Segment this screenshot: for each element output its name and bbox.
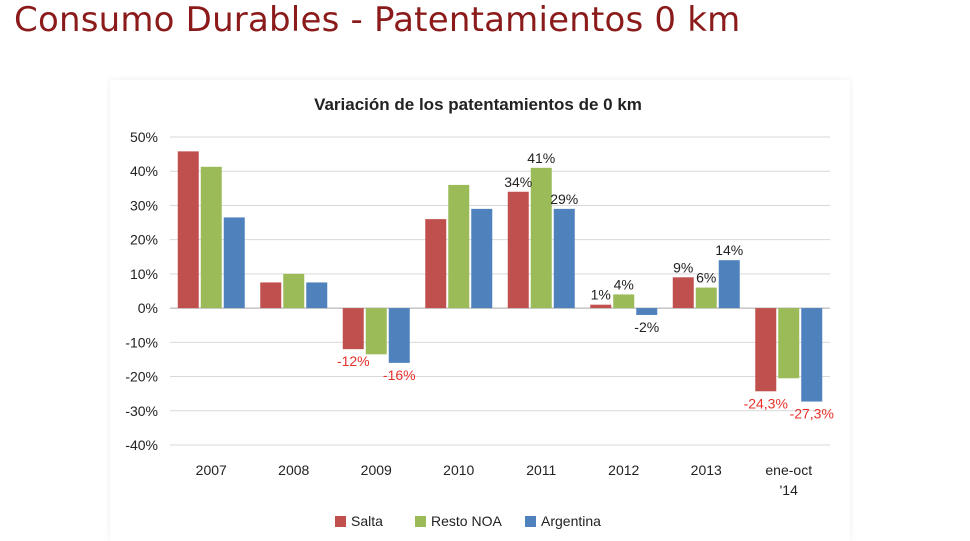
bar-salta-0 xyxy=(177,151,199,309)
x-tick-label: 2011 xyxy=(526,462,556,478)
bar-salta-6 xyxy=(672,277,694,309)
bar-salta-2 xyxy=(342,308,364,350)
bar-resto-noa-2 xyxy=(365,308,387,355)
legend-swatch xyxy=(415,516,426,527)
x-tick-label: 2013 xyxy=(691,462,722,478)
bar-argentina-7 xyxy=(801,308,823,402)
bar-salta-1 xyxy=(260,282,282,309)
chart-title: Variación de los patentamientos de 0 km xyxy=(314,95,642,114)
y-tick-label: -10% xyxy=(125,334,158,350)
data-label: 41% xyxy=(527,150,555,166)
x-tick-label: 2008 xyxy=(278,462,309,478)
y-tick-label: -20% xyxy=(125,369,158,385)
bar-argentina-0 xyxy=(223,217,245,309)
x-tick-label: 2009 xyxy=(361,462,392,478)
y-tick-label: 40% xyxy=(130,163,158,179)
y-tick-label: -30% xyxy=(125,403,158,419)
legend-label: Argentina xyxy=(541,513,601,529)
bar-salta-5 xyxy=(590,304,612,309)
data-label: -2% xyxy=(634,319,659,335)
bar-argentina-3 xyxy=(471,208,493,309)
bar-resto-noa-0 xyxy=(200,166,222,309)
slide-title: Consumo Durables - Patentamientos 0 km xyxy=(14,0,741,40)
bar-resto-noa-1 xyxy=(283,273,305,309)
bar-salta-7 xyxy=(755,308,777,392)
legend-label: Salta xyxy=(351,513,383,529)
bar-chart: Variación de los patentamientos de 0 km … xyxy=(125,95,834,529)
data-label: 29% xyxy=(550,191,578,207)
bar-argentina-1 xyxy=(306,282,328,309)
bar-argentina-2 xyxy=(388,308,410,363)
bar-resto-noa-6 xyxy=(695,287,717,309)
legend-label: Resto NOA xyxy=(431,513,502,529)
y-tick-label: 0% xyxy=(138,300,158,316)
bar-resto-noa-7 xyxy=(778,308,800,379)
bar-resto-noa-5 xyxy=(613,294,635,309)
y-tick-label: 30% xyxy=(130,197,158,213)
data-label: 6% xyxy=(696,270,716,286)
bar-resto-noa-3 xyxy=(448,184,470,309)
x-tick-label: ene-oct xyxy=(765,462,812,478)
bar-argentina-4 xyxy=(553,208,575,309)
legend-swatch xyxy=(335,516,346,527)
chart-panel: Variación de los patentamientos de 0 km … xyxy=(110,80,850,541)
x-tick-label: 2007 xyxy=(196,462,227,478)
x-tick-label: '14 xyxy=(780,482,798,498)
bar-argentina-6 xyxy=(718,260,740,309)
data-label: 1% xyxy=(591,287,611,303)
data-label: -24,3% xyxy=(744,395,788,411)
data-label: -12% xyxy=(337,353,370,369)
data-label: 14% xyxy=(715,242,743,258)
x-tick-label: 2010 xyxy=(443,462,474,478)
data-label: -27,3% xyxy=(790,406,834,422)
bar-argentina-5 xyxy=(636,308,658,315)
data-label: 9% xyxy=(673,259,693,275)
data-label: -16% xyxy=(383,367,416,383)
legend-swatch xyxy=(525,516,536,527)
bar-resto-noa-4 xyxy=(530,167,552,309)
data-label: 34% xyxy=(504,174,532,190)
data-label: 4% xyxy=(614,276,634,292)
y-tick-label: 10% xyxy=(130,266,158,282)
y-tick-label: 50% xyxy=(130,129,158,145)
x-tick-label: 2012 xyxy=(608,462,639,478)
y-tick-label: 20% xyxy=(130,232,158,248)
bar-salta-3 xyxy=(425,219,447,309)
y-tick-label: -40% xyxy=(125,437,158,453)
bar-salta-4 xyxy=(507,191,529,309)
